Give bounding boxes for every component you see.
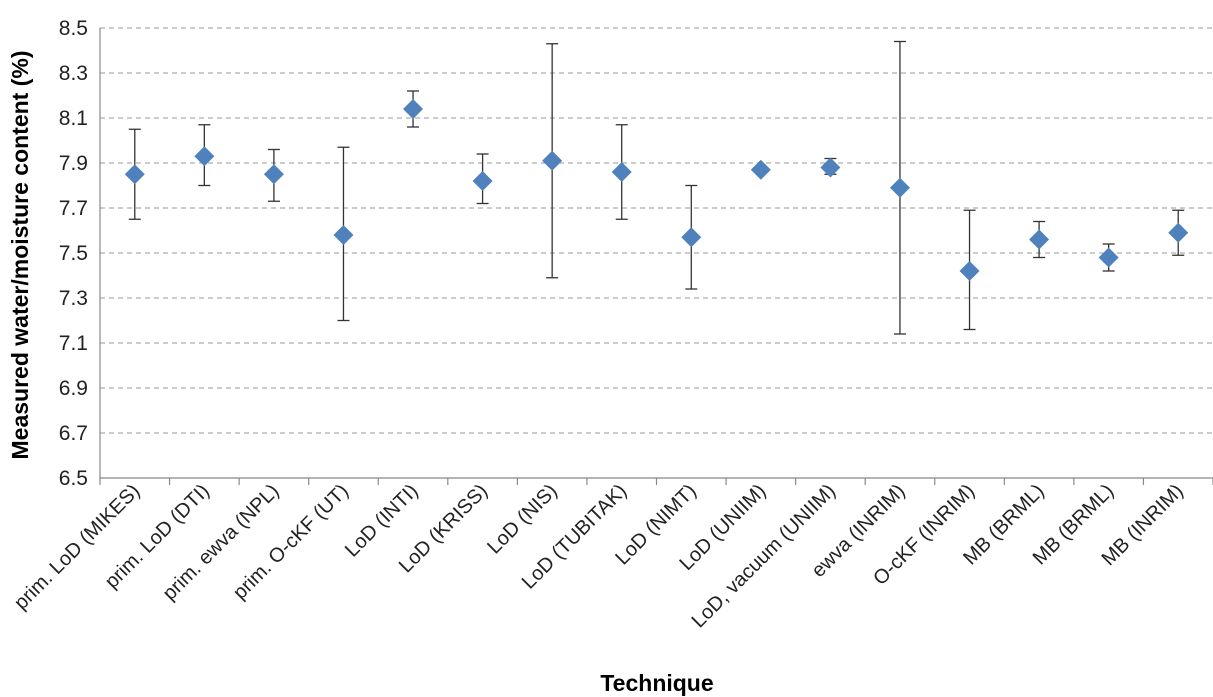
x-tick-label: prim. LoD (MIKES): [10, 480, 144, 614]
data-point: [333, 225, 354, 245]
data-point: [681, 227, 702, 248]
data-markers: [124, 99, 1189, 281]
y-axis-title: Measured water/moisture content (%): [7, 51, 33, 460]
data-point: [472, 171, 493, 191]
axes: [99, 28, 1213, 485]
data-point: [1029, 229, 1050, 250]
y-tick-label: 8.1: [59, 107, 88, 130]
x-tick-labels: prim. LoD (MIKES)prim. LoD (DTI)prim. ew…: [10, 480, 1188, 632]
y-tick-label: 8.5: [59, 17, 88, 40]
y-tick-label: 8.3: [59, 62, 88, 85]
data-point: [542, 150, 563, 171]
y-tick-label: 7.5: [59, 242, 88, 265]
y-tick-label: 6.7: [59, 422, 88, 445]
y-tick-label: 7.1: [59, 332, 88, 355]
error-bars: [128, 40, 1185, 335]
data-point: [1098, 247, 1119, 268]
x-tick-label: prim. ewva (NPL): [159, 480, 284, 605]
data-point: [959, 261, 980, 281]
data-point: [820, 157, 841, 178]
y-tick-label: 7.7: [59, 197, 88, 220]
data-point: [1168, 222, 1189, 243]
data-point: [611, 162, 632, 182]
y-tick-label: 6.5: [59, 467, 88, 490]
data-point: [194, 146, 215, 167]
y-tick-labels: 6.5 6.7 6.9 7.1 7.3 7.5 7.7 7.9 8.1 8.3 8.5: [59, 17, 88, 490]
data-point: [403, 99, 424, 119]
data-point: [889, 177, 910, 198]
data-point: [263, 164, 284, 185]
data-point: [750, 159, 771, 180]
y-tick-label: 7.9: [59, 152, 88, 175]
gridlines: [100, 27, 1213, 434]
x-axis-title: Technique: [600, 670, 713, 696]
y-tick-label: 6.9: [59, 377, 88, 400]
data-point: [124, 164, 145, 185]
y-tick-label: 7.3: [59, 287, 88, 310]
x-tick-label: prim. O-cKF (UT): [229, 480, 353, 604]
